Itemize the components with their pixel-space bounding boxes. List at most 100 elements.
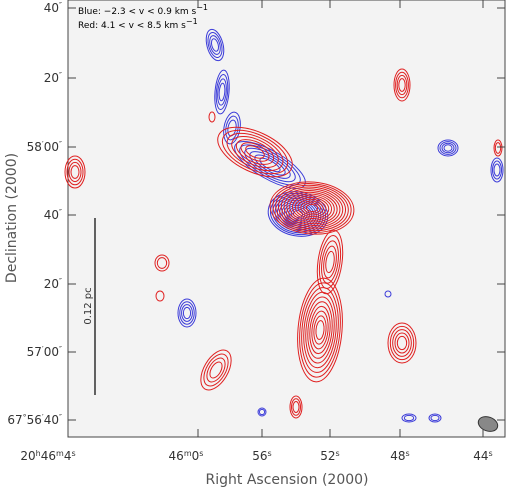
contour bbox=[384, 290, 392, 298]
contour bbox=[240, 142, 270, 162]
contour bbox=[258, 408, 266, 416]
contour bbox=[299, 282, 341, 378]
contour bbox=[297, 277, 343, 383]
contour bbox=[209, 35, 221, 55]
text-part: 40 bbox=[44, 1, 59, 15]
contour bbox=[280, 188, 344, 228]
contour bbox=[441, 142, 455, 154]
superscript: ″ bbox=[59, 277, 62, 286]
text-part: 4 bbox=[64, 449, 72, 463]
x-tick-label: 48s bbox=[390, 449, 409, 463]
contour bbox=[221, 129, 289, 175]
contour bbox=[277, 186, 347, 230]
y-tick-label: 67°56′40″ bbox=[7, 413, 62, 427]
contour bbox=[225, 115, 239, 141]
text-part: 48 bbox=[390, 449, 405, 463]
text-part: 67 bbox=[7, 413, 22, 427]
contour bbox=[313, 315, 327, 345]
contour bbox=[493, 139, 503, 157]
superscript: ′ bbox=[42, 345, 44, 354]
contour bbox=[275, 184, 349, 232]
contour bbox=[490, 157, 504, 183]
contour bbox=[305, 204, 319, 212]
x-tick-label: 44s bbox=[473, 449, 492, 463]
contour bbox=[315, 320, 325, 340]
contour bbox=[235, 139, 275, 165]
text-part: 20 bbox=[44, 71, 59, 85]
contour bbox=[155, 290, 165, 302]
contour bbox=[396, 335, 408, 351]
text-part: 52 bbox=[320, 449, 335, 463]
contour bbox=[215, 73, 229, 111]
contour bbox=[272, 183, 352, 233]
contour bbox=[307, 301, 333, 359]
beam bbox=[477, 416, 499, 432]
contour bbox=[209, 361, 223, 379]
superscript: s bbox=[406, 449, 410, 458]
superscript: ″ bbox=[59, 413, 62, 422]
contour bbox=[207, 32, 223, 58]
x-axis-label: Right Ascension (2000) bbox=[206, 472, 369, 488]
text-part: 46 bbox=[169, 449, 184, 463]
contour bbox=[66, 158, 84, 186]
contour bbox=[269, 181, 355, 235]
contour bbox=[398, 78, 406, 92]
contour bbox=[154, 254, 170, 272]
contour bbox=[217, 126, 293, 178]
contour bbox=[300, 200, 324, 216]
contour bbox=[283, 190, 341, 226]
contour bbox=[291, 398, 301, 416]
x-tick-label: 52s bbox=[320, 449, 339, 463]
contour bbox=[64, 155, 86, 189]
contour bbox=[203, 353, 229, 387]
contour bbox=[179, 301, 195, 325]
contour bbox=[437, 139, 459, 157]
y-tick-label: 58′00″ bbox=[27, 140, 62, 154]
y-tick-label: 57′00″ bbox=[27, 345, 62, 359]
superscript: m bbox=[184, 449, 192, 458]
contour bbox=[208, 111, 216, 123]
contour bbox=[226, 132, 284, 172]
contour bbox=[492, 160, 502, 180]
superscript: s bbox=[268, 449, 272, 458]
contour bbox=[181, 304, 193, 322]
contour bbox=[325, 250, 335, 274]
contour bbox=[206, 357, 226, 383]
superscript: s bbox=[71, 449, 75, 458]
superscript: ″ bbox=[59, 140, 62, 149]
superscript: ″ bbox=[59, 345, 62, 354]
text-part: 00 bbox=[44, 345, 59, 359]
superscript: s bbox=[199, 449, 203, 458]
contour bbox=[297, 198, 327, 218]
superscript: −1 bbox=[186, 17, 198, 26]
contour bbox=[156, 257, 168, 269]
superscript: m bbox=[56, 449, 64, 458]
superscript: ″ bbox=[59, 71, 62, 80]
contour bbox=[392, 329, 412, 357]
contour bbox=[309, 305, 331, 355]
contour bbox=[430, 414, 440, 422]
contour bbox=[292, 401, 300, 413]
contour bbox=[200, 349, 232, 391]
contour bbox=[289, 395, 303, 419]
contour bbox=[303, 291, 337, 369]
contour bbox=[303, 202, 321, 214]
text-part: 0 bbox=[192, 449, 200, 463]
contour bbox=[257, 407, 267, 417]
contour bbox=[494, 142, 502, 154]
superscript: −1 bbox=[196, 3, 208, 12]
contour bbox=[218, 82, 226, 102]
contour bbox=[443, 144, 453, 152]
contour bbox=[217, 78, 227, 106]
superscript: ′ bbox=[42, 140, 44, 149]
superscript: h bbox=[36, 449, 41, 458]
contour bbox=[286, 191, 338, 225]
x-tick-label: 56s bbox=[252, 449, 271, 463]
contour bbox=[205, 28, 225, 62]
contour bbox=[231, 136, 279, 168]
contour bbox=[439, 141, 457, 155]
y-tick-label: 20″ bbox=[44, 277, 62, 291]
contour bbox=[291, 195, 333, 221]
superscript: s bbox=[489, 449, 493, 458]
contour bbox=[401, 413, 417, 423]
